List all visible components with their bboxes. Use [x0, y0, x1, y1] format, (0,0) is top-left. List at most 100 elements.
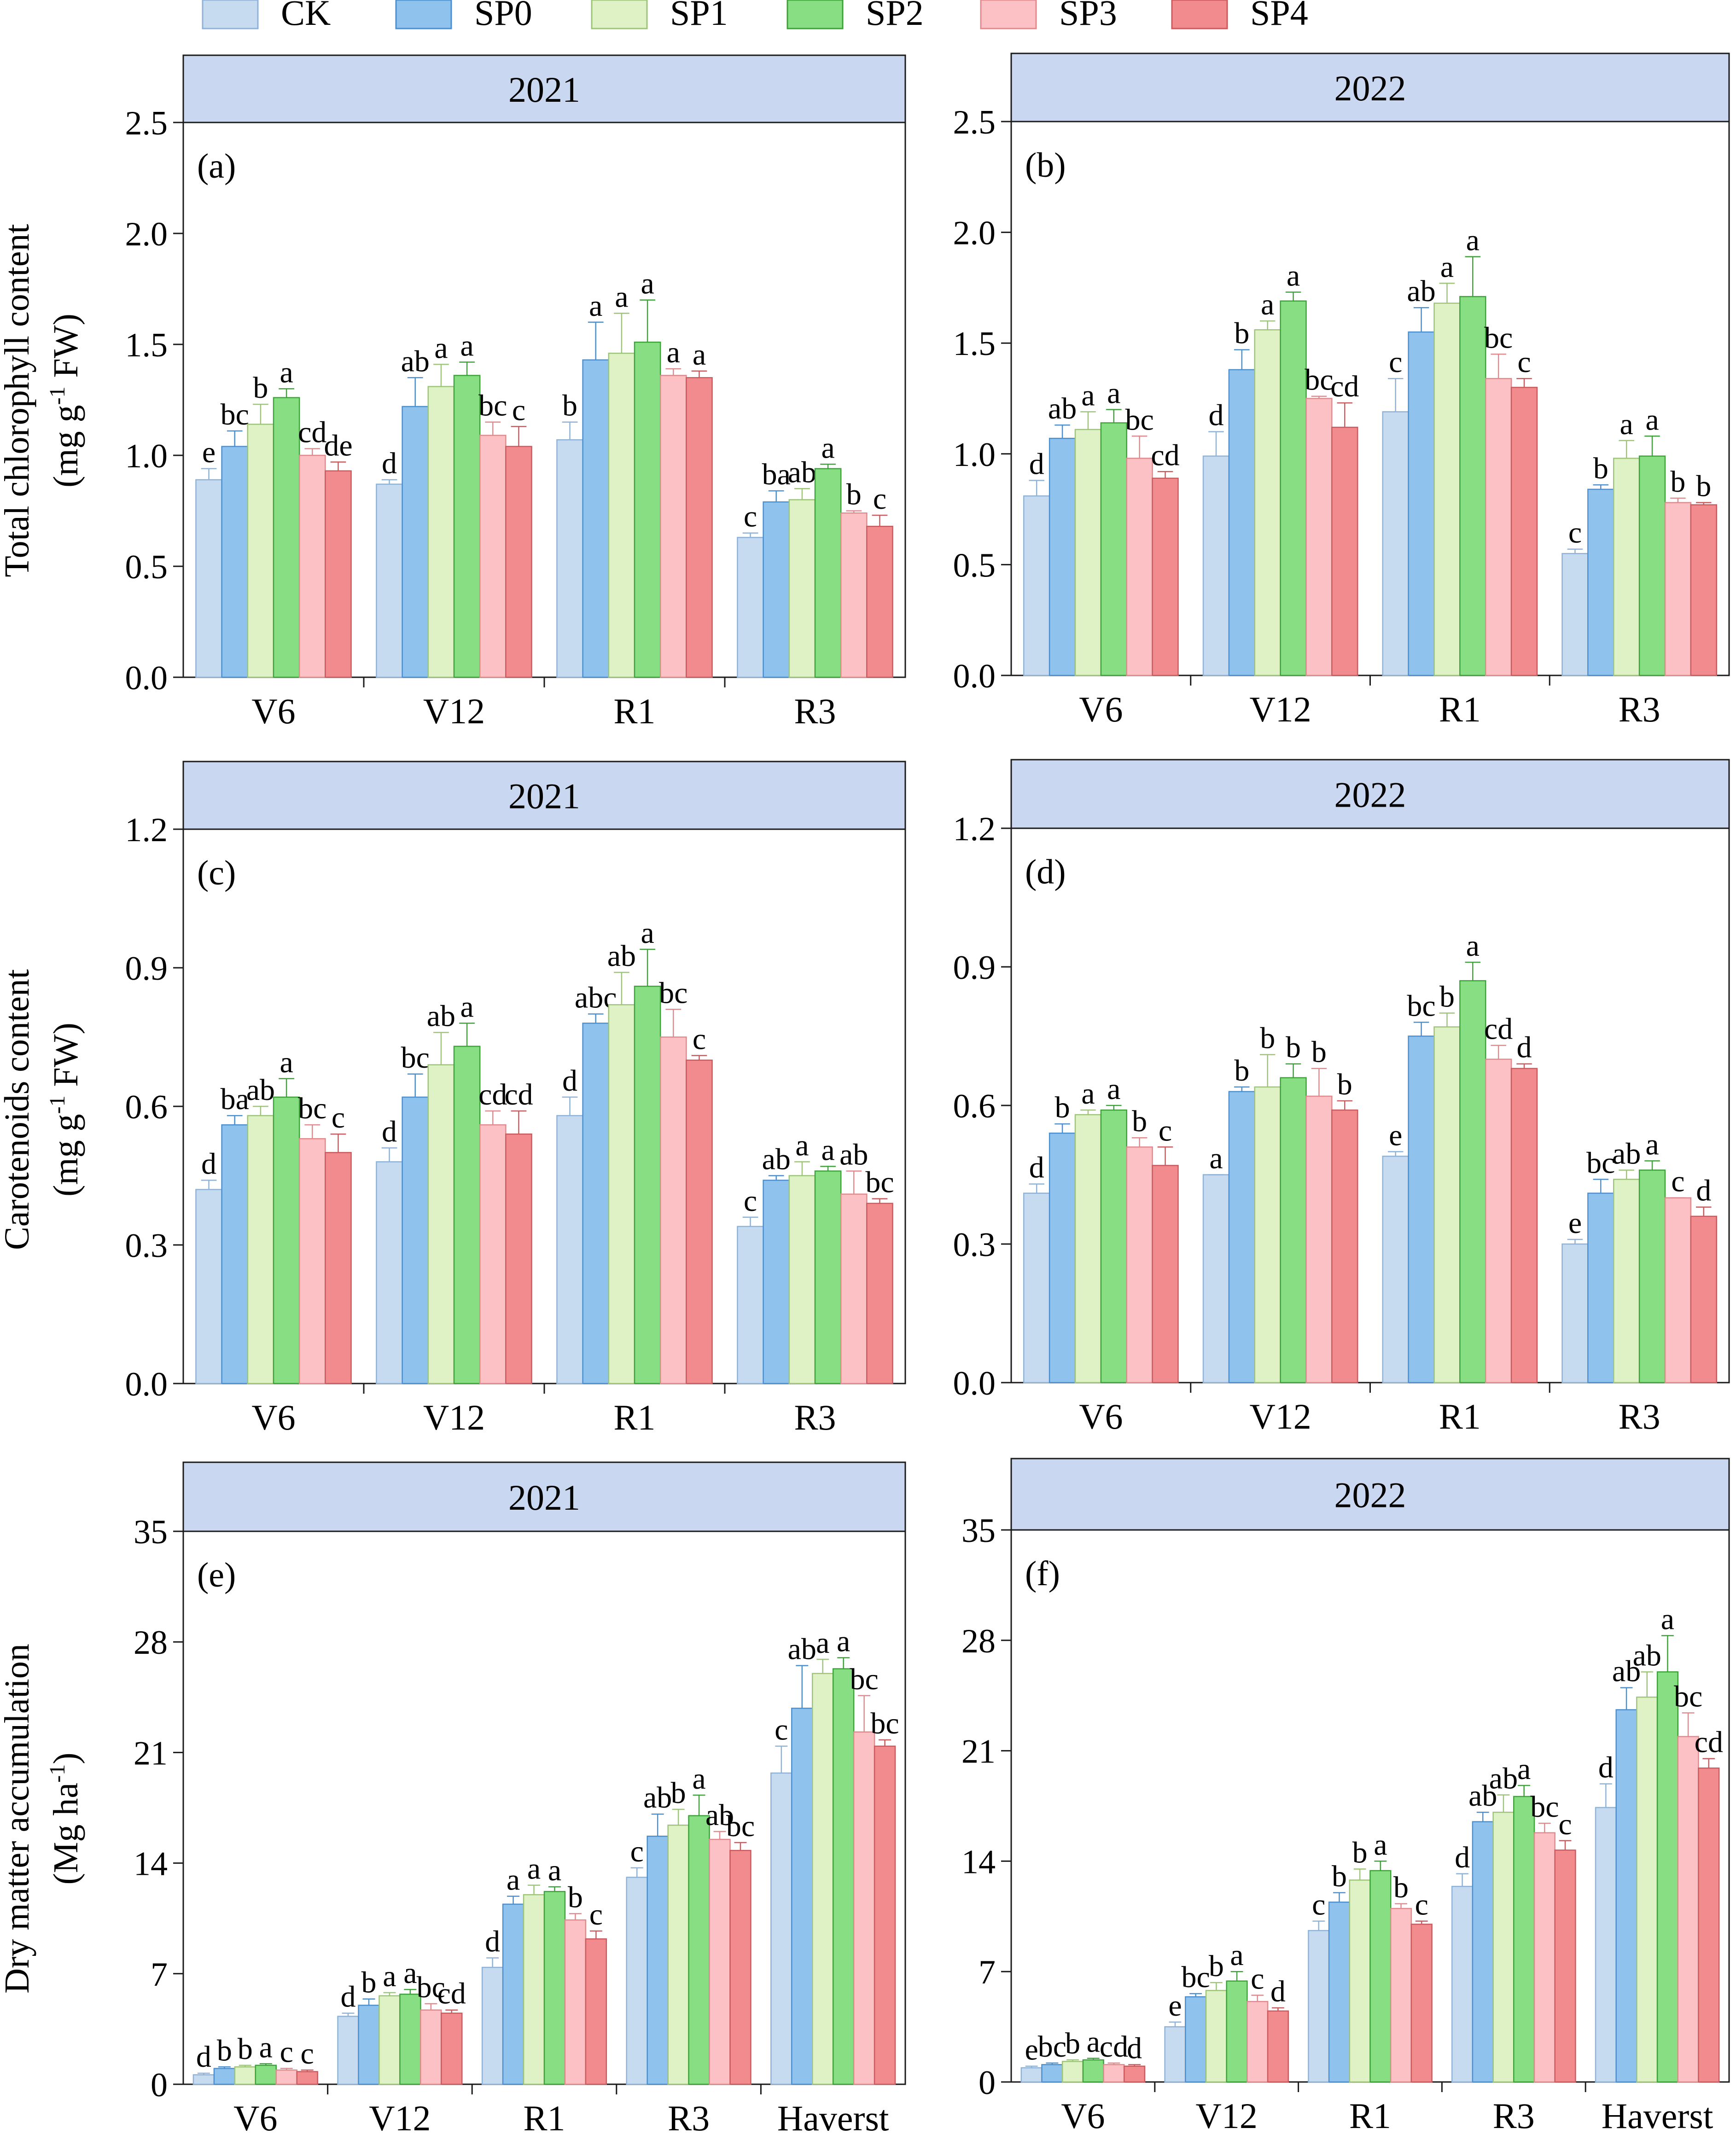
bar-sp1	[667, 1824, 689, 2085]
significance-letter: a	[795, 1128, 809, 1162]
significance-letter: bc	[1586, 1146, 1615, 1180]
bar-ck	[481, 1966, 504, 2085]
bar-sp2	[634, 985, 661, 1384]
bar-sp3	[840, 512, 868, 678]
significance-letter: d	[382, 1115, 397, 1148]
bar-sp0	[763, 1180, 790, 1384]
x-tick-label: V6	[1079, 689, 1123, 729]
significance-letter: b	[568, 1880, 583, 1914]
legend-label-sp3: SP3	[1059, 0, 1117, 33]
significance-letter: d	[1270, 1975, 1286, 2008]
x-tick-label: R3	[1619, 689, 1660, 729]
bar-sp4	[1267, 2010, 1289, 2083]
bar-sp0	[1185, 1996, 1207, 2083]
x-tick-label: R1	[613, 1397, 655, 1437]
bar-ck	[1202, 455, 1230, 676]
bar-sp1	[1636, 1696, 1658, 2083]
significance-letter: cd	[437, 1977, 466, 2011]
significance-letter: bc	[726, 1809, 755, 1843]
significance-letter: a	[527, 1852, 541, 1886]
significance-letter: d	[341, 1980, 356, 2014]
bar-sp1	[379, 1995, 401, 2085]
bar-sp0	[1408, 331, 1435, 676]
significance-letter: e	[1025, 2033, 1038, 2067]
bar-sp0	[402, 1096, 429, 1384]
y-tick-label: 14	[134, 1845, 168, 1883]
significance-letter: c	[1415, 1888, 1428, 1922]
bar-sp3	[298, 1138, 326, 1384]
significance-letter: a	[821, 1133, 834, 1167]
significance-letter: a	[667, 336, 680, 369]
significance-letter: ab	[762, 1143, 791, 1176]
bar-sp1	[608, 1004, 635, 1384]
significance-letter: c	[301, 2037, 314, 2070]
bar-sp4	[1410, 1924, 1433, 2083]
panel-label: (a)	[197, 147, 236, 186]
y-tick-label: 0.0	[125, 659, 168, 697]
y-tick-label: 0.6	[953, 1087, 996, 1125]
bar-sp0	[1615, 1709, 1637, 2083]
bar-sp4	[1698, 1768, 1720, 2083]
significance-letter: a	[1645, 403, 1659, 436]
bar-sp3	[1247, 2001, 1269, 2083]
bar-sp3	[853, 1731, 875, 2085]
significance-letter: b	[1132, 1105, 1147, 1138]
significance-letter: b	[1332, 1860, 1347, 1893]
significance-letter: ab	[643, 1781, 672, 1814]
significance-letter: ab	[788, 455, 816, 489]
bar-sp1	[788, 499, 816, 678]
bar-sp1	[812, 1673, 834, 2085]
bar-sp3	[1485, 378, 1512, 676]
significance-letter: b	[1065, 2027, 1080, 2060]
bar-sp4	[866, 525, 893, 678]
bar-sp2	[1280, 1077, 1307, 1384]
significance-letter: d	[382, 447, 397, 480]
significance-letter: d	[485, 1925, 500, 1958]
bar-sp4	[1554, 1849, 1576, 2083]
bar-sp3	[1126, 458, 1153, 676]
significance-letter: a	[821, 431, 834, 465]
bar-ck	[195, 1189, 222, 1384]
legend-swatch-ck	[202, 0, 259, 29]
significance-letter: b	[217, 2034, 232, 2067]
bar-ck	[1382, 1156, 1409, 1384]
panel-label: (f)	[1025, 1554, 1060, 1593]
significance-letter: a	[1230, 1938, 1243, 1972]
bar-sp2	[453, 375, 481, 678]
bar-sp0	[1049, 437, 1076, 676]
y-tick-label: 0	[979, 2064, 996, 2102]
x-tick-label: V12	[1196, 2096, 1258, 2134]
bar-sp2	[1226, 1980, 1248, 2083]
legend-swatch-sp2	[786, 0, 844, 29]
significance-letter: c	[1517, 345, 1531, 379]
bar-sp1	[523, 1894, 545, 2085]
x-tick-label: V6	[1079, 1396, 1123, 1436]
bar-sp3	[659, 1036, 687, 1384]
significance-letter: a	[460, 329, 473, 363]
y-tick-label: 1.5	[125, 326, 168, 364]
bar-sp3	[1305, 398, 1333, 676]
bar-sp0	[502, 1903, 524, 2085]
y-tick-label: 0.9	[125, 950, 168, 988]
significance-letter: a	[434, 331, 448, 365]
bar-sp3	[564, 1919, 587, 2085]
bar-sp1	[1492, 1811, 1515, 2083]
significance-letter: bc	[1182, 1960, 1210, 1994]
bar-sp2	[453, 1046, 481, 1384]
bar-sp2	[1638, 455, 1666, 676]
significance-letter: a	[1466, 224, 1480, 257]
significance-letter: a	[1620, 407, 1633, 441]
bar-sp2	[1459, 980, 1486, 1384]
bar-sp1	[1254, 329, 1281, 676]
significance-letter: d	[1029, 1151, 1044, 1185]
significance-letter: cd	[1695, 1726, 1723, 1759]
bar-sp3	[1677, 1736, 1699, 2083]
y-tick-label: 0.3	[125, 1227, 168, 1265]
bar-sp0	[358, 2005, 380, 2085]
significance-letter: cd	[1151, 438, 1179, 472]
x-tick-label: Haverst	[777, 2098, 889, 2134]
bar-sp4	[585, 1938, 607, 2085]
